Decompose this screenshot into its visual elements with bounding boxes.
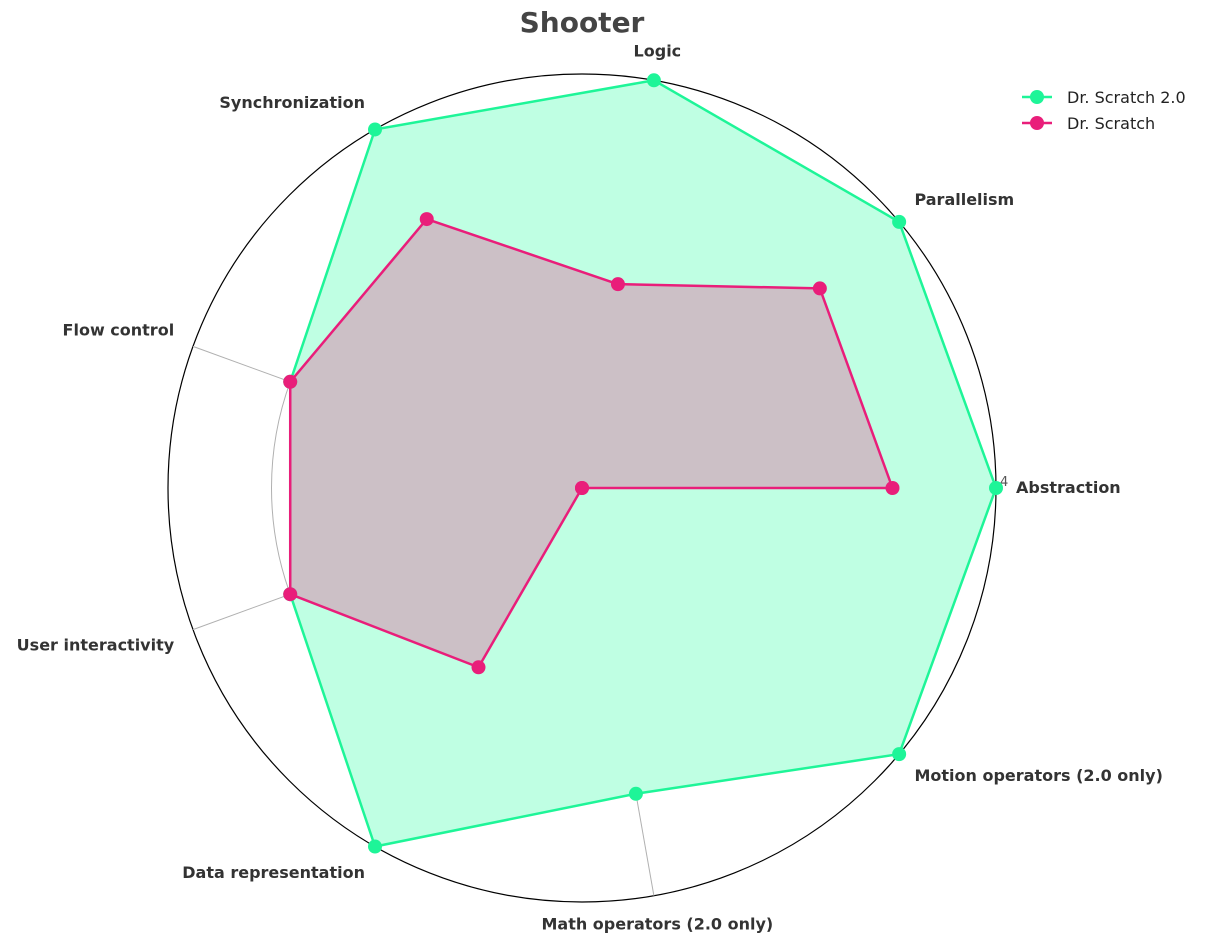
axis-label: Synchronization — [219, 93, 365, 112]
series-point — [368, 122, 382, 137]
series-point — [989, 481, 1003, 495]
axis-label: Abstraction — [1016, 478, 1121, 497]
axis-label-layer: Abstraction Parallelism Logic Synchronizati… — [17, 42, 1163, 934]
legend: Dr. Scratch 2.0 Dr. Scratch — [1022, 88, 1186, 133]
axis-label: Data representation — [182, 863, 365, 882]
series-point — [610, 277, 625, 292]
series-point — [283, 374, 298, 389]
series-area — [290, 219, 893, 668]
series-point — [471, 660, 486, 675]
series-point — [812, 281, 827, 296]
series-point — [892, 747, 907, 762]
legend-marker — [1030, 116, 1044, 130]
axis-label: User interactivity — [17, 635, 175, 654]
series-point — [646, 73, 661, 88]
series-point — [368, 839, 382, 854]
axis-label: Math operators (2.0 only) — [541, 914, 773, 933]
radial-tick-label: 4 — [1000, 475, 1008, 490]
axis-label: Parallelism — [914, 190, 1014, 209]
legend-label: Dr. Scratch — [1067, 114, 1155, 133]
series-point — [419, 212, 434, 227]
series-point — [575, 481, 589, 495]
axis-label: Logic — [634, 42, 682, 61]
series-point — [892, 214, 907, 229]
chart-title: Shooter — [520, 6, 645, 39]
series-point — [885, 481, 900, 495]
legend-marker — [1030, 90, 1044, 104]
series-point — [283, 587, 298, 602]
series-point — [628, 786, 643, 801]
axis-label: Flow control — [63, 321, 175, 340]
legend-label: Dr. Scratch 2.0 — [1067, 88, 1186, 107]
series-layer — [283, 73, 1003, 854]
axis-label: Motion operators (2.0 only) — [914, 766, 1162, 785]
